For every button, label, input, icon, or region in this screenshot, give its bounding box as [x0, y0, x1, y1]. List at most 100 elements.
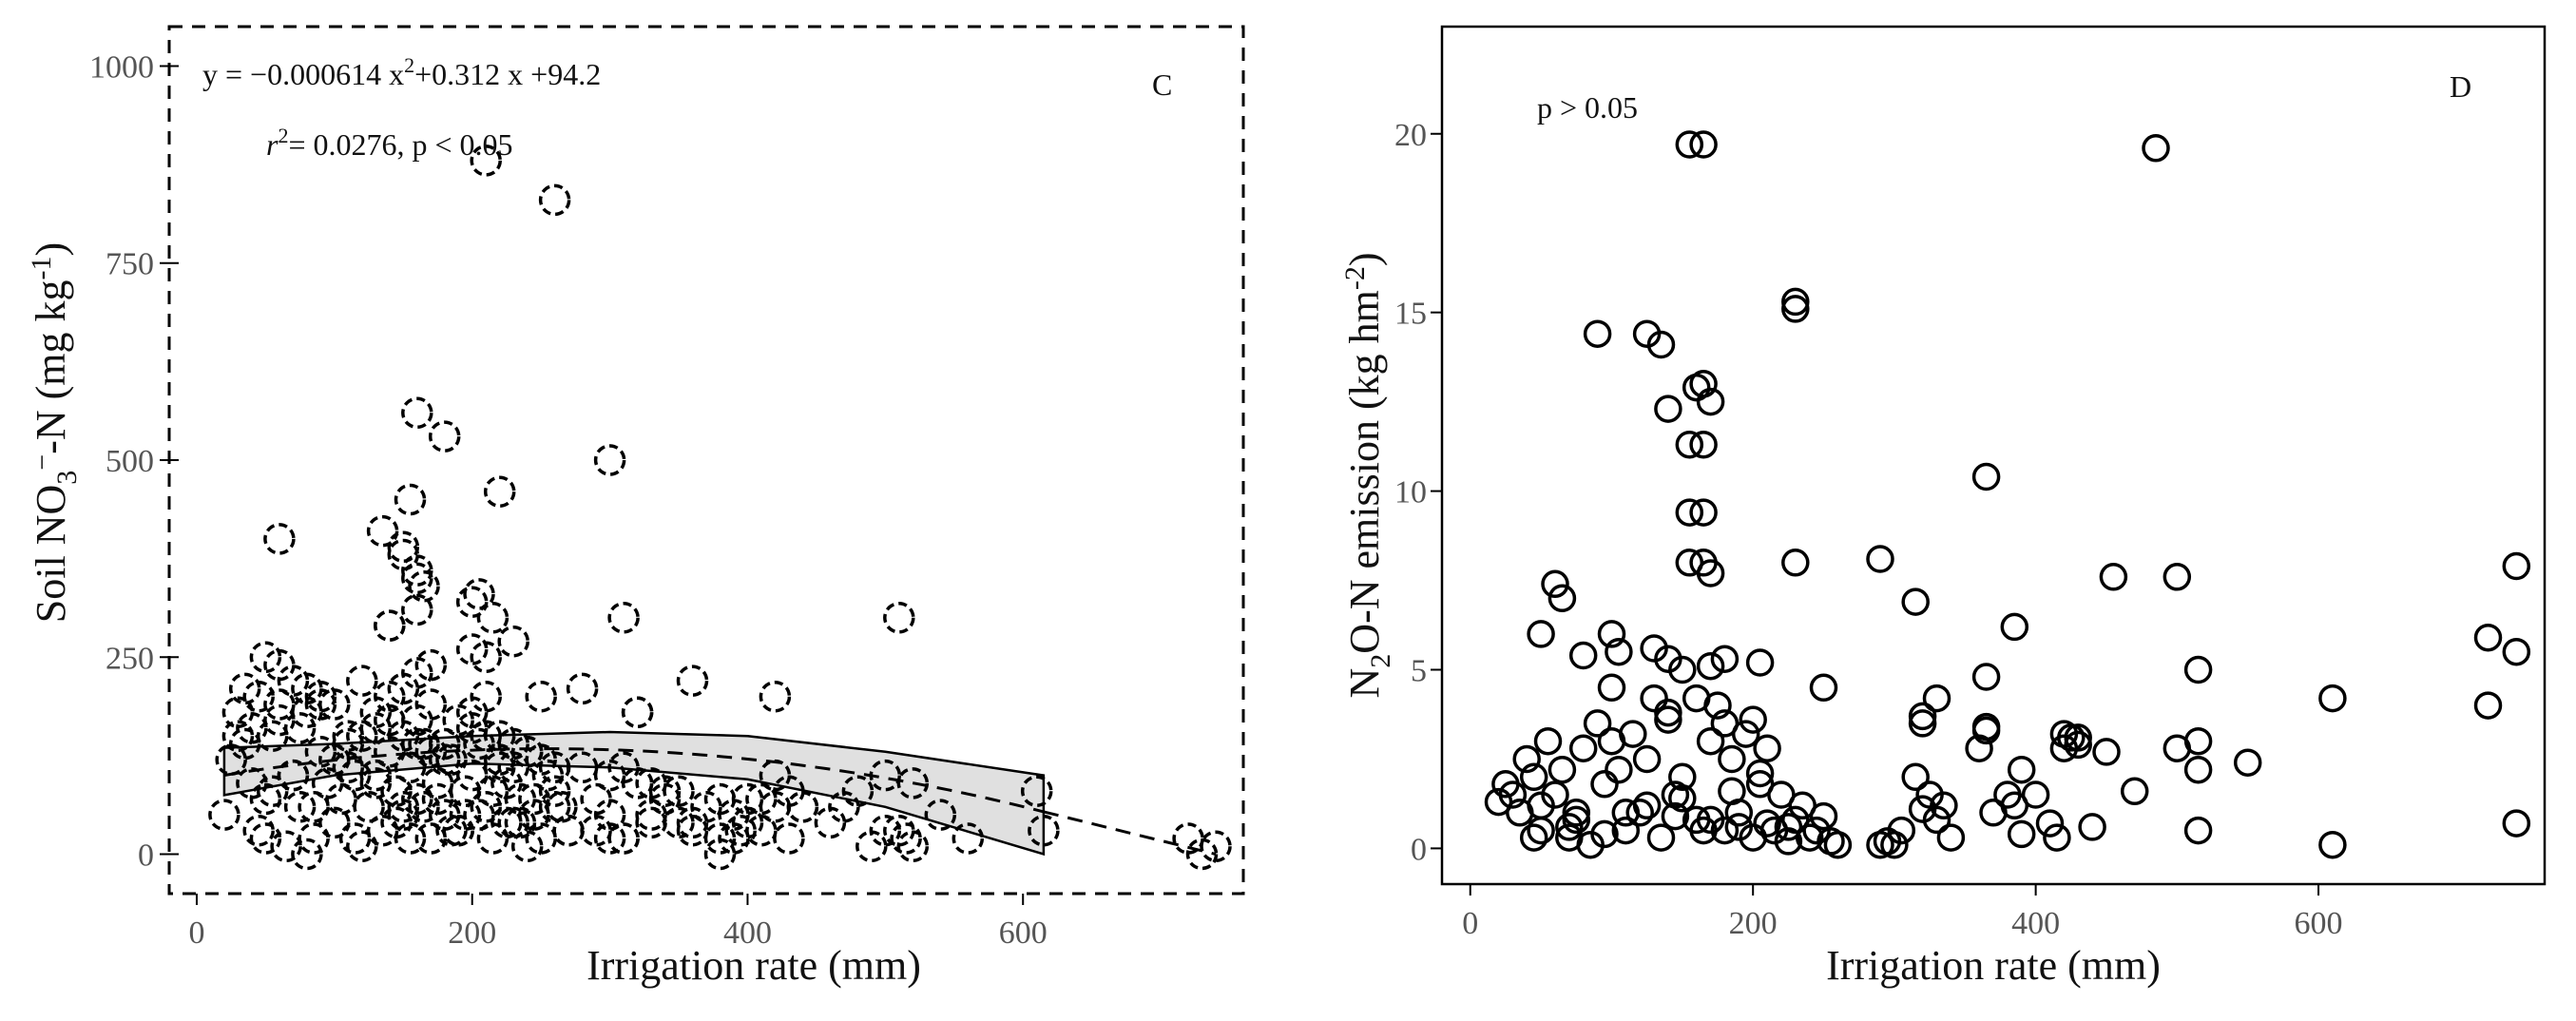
panel-c-point: [277, 665, 310, 697]
panel-c-point: [414, 648, 448, 682]
panel-d-point: [1632, 791, 1662, 820]
panel-c-point: [442, 814, 474, 847]
panel-d-point: [1971, 663, 2001, 691]
panel-c-point: [483, 475, 516, 508]
panel-c-point: [304, 680, 337, 713]
panel-c-y-tick-label: 1000: [89, 49, 154, 85]
panel-d-point: [1724, 813, 1754, 841]
panel-d-point: [1646, 823, 1676, 852]
panel-c-point: [263, 523, 296, 555]
panel-d-point: [1605, 637, 1633, 666]
panel-c-point: [249, 641, 282, 674]
panel-c-point: [718, 822, 750, 855]
panel-c-point: [283, 712, 317, 744]
panel-d-point: [1823, 830, 1853, 859]
panel-d-y-tick-label: 10: [1394, 475, 1427, 510]
panel-d-point: [1568, 734, 1598, 762]
panel-c-point: [510, 830, 544, 863]
panel-d-y-tick-label: 5: [1411, 654, 1427, 689]
panel-d-point: [1555, 813, 1584, 841]
panel-d-point: [1781, 549, 1810, 577]
panel-d-point: [1809, 801, 1838, 831]
panel-d-point: [2163, 563, 2192, 591]
panel-c-point: [401, 396, 433, 430]
panel-d-point: [2183, 655, 2213, 684]
panel-c-point: [359, 759, 393, 792]
panel-c-point: [470, 641, 502, 674]
panel-c-point: [1185, 838, 1219, 871]
panel-d-x-tick-label: 600: [2295, 906, 2343, 941]
panel-c-point: [814, 806, 847, 839]
panel-d-y-tick-label: 15: [1394, 297, 1427, 332]
panel-c-point: [828, 791, 860, 823]
panel-c-point: [483, 751, 516, 784]
panel-d-point: [2120, 777, 2149, 806]
panel-c-point: [414, 822, 448, 855]
panel-d-point: [1710, 645, 1740, 673]
panel-d-point: [1781, 287, 1810, 317]
panel-d-point: [1548, 755, 1577, 784]
panel-c-point: [490, 806, 523, 839]
panel-d-point: [1689, 130, 1718, 159]
panel-c-point: [414, 688, 448, 721]
panel-c-point: [428, 727, 461, 761]
panel-c-point: [593, 799, 626, 831]
panel-d-point: [2502, 551, 2531, 581]
panel-c-point: [401, 657, 433, 689]
panel-d-x-tick-label: 200: [1729, 906, 1778, 941]
panel-c-point: [242, 814, 275, 847]
panel-c-point: [387, 530, 420, 563]
panel-c-axis-layer: 0 200 400 600 0 250 500 750 1000: [89, 49, 1048, 951]
panel-c-point: [593, 822, 626, 855]
panel-d-x-tick-label: 0: [1462, 906, 1478, 941]
panel-c-point: [1020, 775, 1053, 807]
panel-d-point: [1710, 709, 1740, 738]
panel-c-point: [759, 680, 792, 713]
panel-d-point: [1718, 777, 1746, 806]
panel-d-point: [2473, 623, 2503, 652]
panel-d-point: [1611, 816, 1641, 845]
panel-d-point: [1597, 620, 1626, 648]
panel-c-point: [883, 602, 915, 634]
panel-d-point: [1654, 698, 1682, 727]
panel-c-point: [401, 593, 433, 626]
panel-c-point: [621, 696, 654, 729]
panel-c-point: [531, 759, 565, 792]
panel-d-point: [1930, 791, 1958, 820]
panel-c-point: [566, 672, 599, 705]
panel-c-point: [663, 806, 695, 839]
panel-c-equation: y = −0.000614 x2+0.312 x +94.2: [202, 53, 601, 91]
panel-d-point: [1887, 816, 1916, 845]
panel-c-point: [366, 814, 399, 847]
panel-c-point: [593, 759, 626, 792]
panel-d-y-tick-label: 20: [1394, 118, 1427, 153]
panel-c-point: [724, 814, 757, 847]
panel-c-x-tick-label: 0: [188, 915, 204, 951]
panel-c-point: [401, 562, 433, 595]
panel-c-point: [463, 727, 495, 761]
panel-d-point: [2142, 134, 2170, 163]
panel-c-point: [635, 767, 667, 799]
panel-c-point: [525, 822, 557, 855]
panel-d-point: [1908, 709, 1937, 738]
panel-c-point: [318, 806, 351, 839]
panel-d-point: [1971, 462, 2001, 491]
panel-c-point: [291, 838, 323, 871]
panel-c-point: [497, 727, 529, 761]
panel-c-point: [270, 830, 302, 863]
panel-d-point: [1519, 823, 1548, 852]
panel-d-point: [1632, 744, 1662, 774]
panel-d-point: [1745, 759, 1775, 788]
panel-d-point: [2021, 780, 2050, 809]
panel-c-point: [663, 775, 695, 807]
panel-d: 0 200 400 600 0 5 10 15 20 p > 0.05 D Irrigation…: [1339, 25, 2547, 989]
panel-d-point: [1993, 780, 2022, 809]
panel-c-point: [676, 806, 709, 839]
panel-d-point: [2183, 726, 2213, 756]
panel-c-point: [408, 791, 440, 823]
panel-d-point: [2502, 809, 2531, 838]
panel-c-point: [476, 602, 509, 634]
panel-c-point: [703, 838, 737, 871]
panel-d-point: [1533, 726, 1563, 756]
